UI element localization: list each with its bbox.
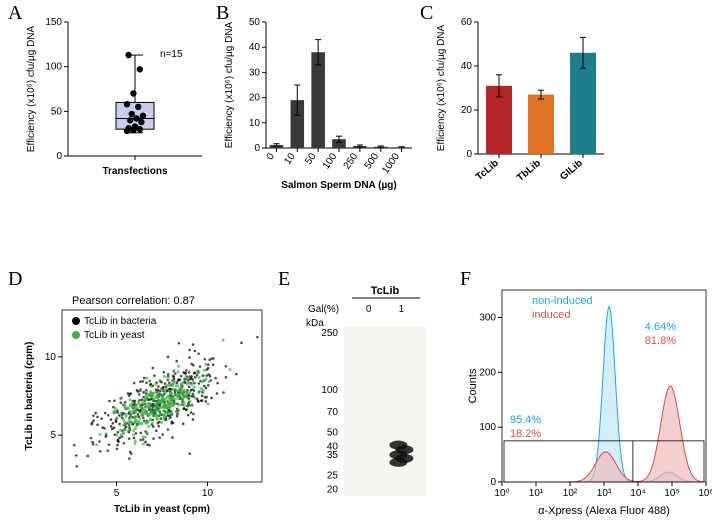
svg-text:0: 0 [466,149,472,160]
svg-text:4.64%: 4.64% [645,321,676,333]
svg-text:0: 0 [366,304,372,315]
svg-text:10: 10 [45,352,57,363]
svg-text:40: 40 [249,42,261,53]
panel-f: 0 100 200 300 10⁰ 10¹ 10² 10³ 10⁴ 10⁵ 10⁶ Counts α-X… [462,282,712,518]
svg-text:81.8%: 81.8% [645,335,676,347]
svg-text:TcLib: TcLib [474,158,501,183]
panel-a: 0 50 100 150 Efficiency (x10⁶) cfu/µg DNA Tra… [20,12,210,192]
svg-text:TcLib in yeast (cpm): TcLib in yeast (cpm) [114,504,210,515]
svg-text:50: 50 [51,106,63,117]
svg-text:Gal(%): Gal(%) [308,304,339,315]
svg-text:5: 5 [114,488,120,499]
svg-text:Pearson correlation: 0.87: Pearson correlation: 0.87 [72,295,195,307]
panel-d: 5 10 5 10 TcLib in yeast (cpm) TcLib in bacte… [18,286,268,516]
svg-text:0: 0 [254,143,260,154]
svg-text:10: 10 [202,488,214,499]
svg-text:TcLib in bacteria (cpm): TcLib in bacteria (cpm) [24,342,35,451]
svg-text:10⁰: 10⁰ [494,488,509,499]
svg-text:5: 5 [50,430,56,441]
figure-root: A B C D E F 050100150Efficiency (x10⁶) c… [0,0,714,524]
svg-text:100: 100 [321,151,340,171]
panel-b: 0 10 20 30 40 50 Efficiency (x10⁶) cfu/µg DNA 0… [218,12,418,192]
svg-text:0: 0 [56,151,62,162]
panel-e: TcLibGal(%)01kDa250100705040352520 [280,280,450,510]
svg-text:60: 60 [461,17,473,28]
svg-text:250: 250 [321,328,338,339]
svg-text:10: 10 [249,118,261,129]
svg-text:50: 50 [303,151,319,167]
svg-text:10²: 10² [563,488,578,499]
svg-text:50: 50 [249,17,261,28]
svg-text:20: 20 [461,105,473,116]
svg-text:18.2%: 18.2% [510,428,541,440]
svg-text:1000: 1000 [380,151,402,176]
svg-text:100: 100 [321,385,338,396]
svg-text:10: 10 [282,151,298,167]
svg-text:GlLib: GlLib [558,158,585,183]
svg-text:10³: 10³ [597,488,612,499]
svg-text:35: 35 [327,450,339,461]
svg-text:10⁶: 10⁶ [698,488,712,499]
svg-text:1: 1 [399,304,405,315]
svg-text:100: 100 [45,62,62,73]
svg-text:10⁵: 10⁵ [664,488,679,499]
svg-text:30: 30 [249,67,261,78]
svg-text:95.4%: 95.4% [510,414,541,426]
svg-text:300: 300 [479,312,496,323]
svg-text:Transfections: Transfections [102,166,167,177]
svg-text:150: 150 [45,17,62,28]
svg-text:TcLib in yeast: TcLib in yeast [84,330,145,341]
svg-text:Efficiency (x10⁶) cfu/µg DNA: Efficiency (x10⁶) cfu/µg DNA [436,24,447,151]
svg-text:50: 50 [327,428,339,439]
svg-text:25: 25 [327,471,339,482]
svg-text:Counts: Counts [467,368,479,403]
svg-text:250: 250 [342,151,361,171]
svg-text:10⁴: 10⁴ [630,488,645,499]
svg-text:non-induced: non-induced [532,295,593,307]
svg-text:TbLib: TbLib [515,158,543,184]
svg-text:TcLib in bacteria: TcLib in bacteria [84,316,157,327]
svg-text:α-Xpress (Alexa Fluor 488): α-Xpress (Alexa Fluor 488) [538,505,670,517]
svg-text:0: 0 [490,477,496,488]
svg-text:20: 20 [249,93,261,104]
svg-text:Efficiency (x10⁶) cfu/µg DNA: Efficiency (x10⁶) cfu/µg DNA [224,21,235,148]
svg-text:500: 500 [363,151,382,171]
svg-text:0: 0 [265,151,277,162]
svg-text:n=15: n=15 [160,49,183,60]
svg-text:TcLib: TcLib [371,285,400,297]
svg-text:200: 200 [479,367,496,378]
svg-text:10¹: 10¹ [529,488,544,499]
svg-text:induced: induced [532,309,571,321]
panel-c: 0 20 40 60 Efficiency (x10⁶) cfu/µg DNA TcLib… [430,12,610,192]
svg-text:100: 100 [479,422,496,433]
svg-text:20: 20 [327,484,339,495]
svg-text:Efficiency (x10⁶) cfu/µg DNA: Efficiency (x10⁶) cfu/µg DNA [26,25,37,152]
svg-text:70: 70 [327,407,339,418]
svg-text:40: 40 [461,61,473,72]
svg-text:Salmon Sperm DNA (µg): Salmon Sperm DNA (µg) [281,180,396,191]
